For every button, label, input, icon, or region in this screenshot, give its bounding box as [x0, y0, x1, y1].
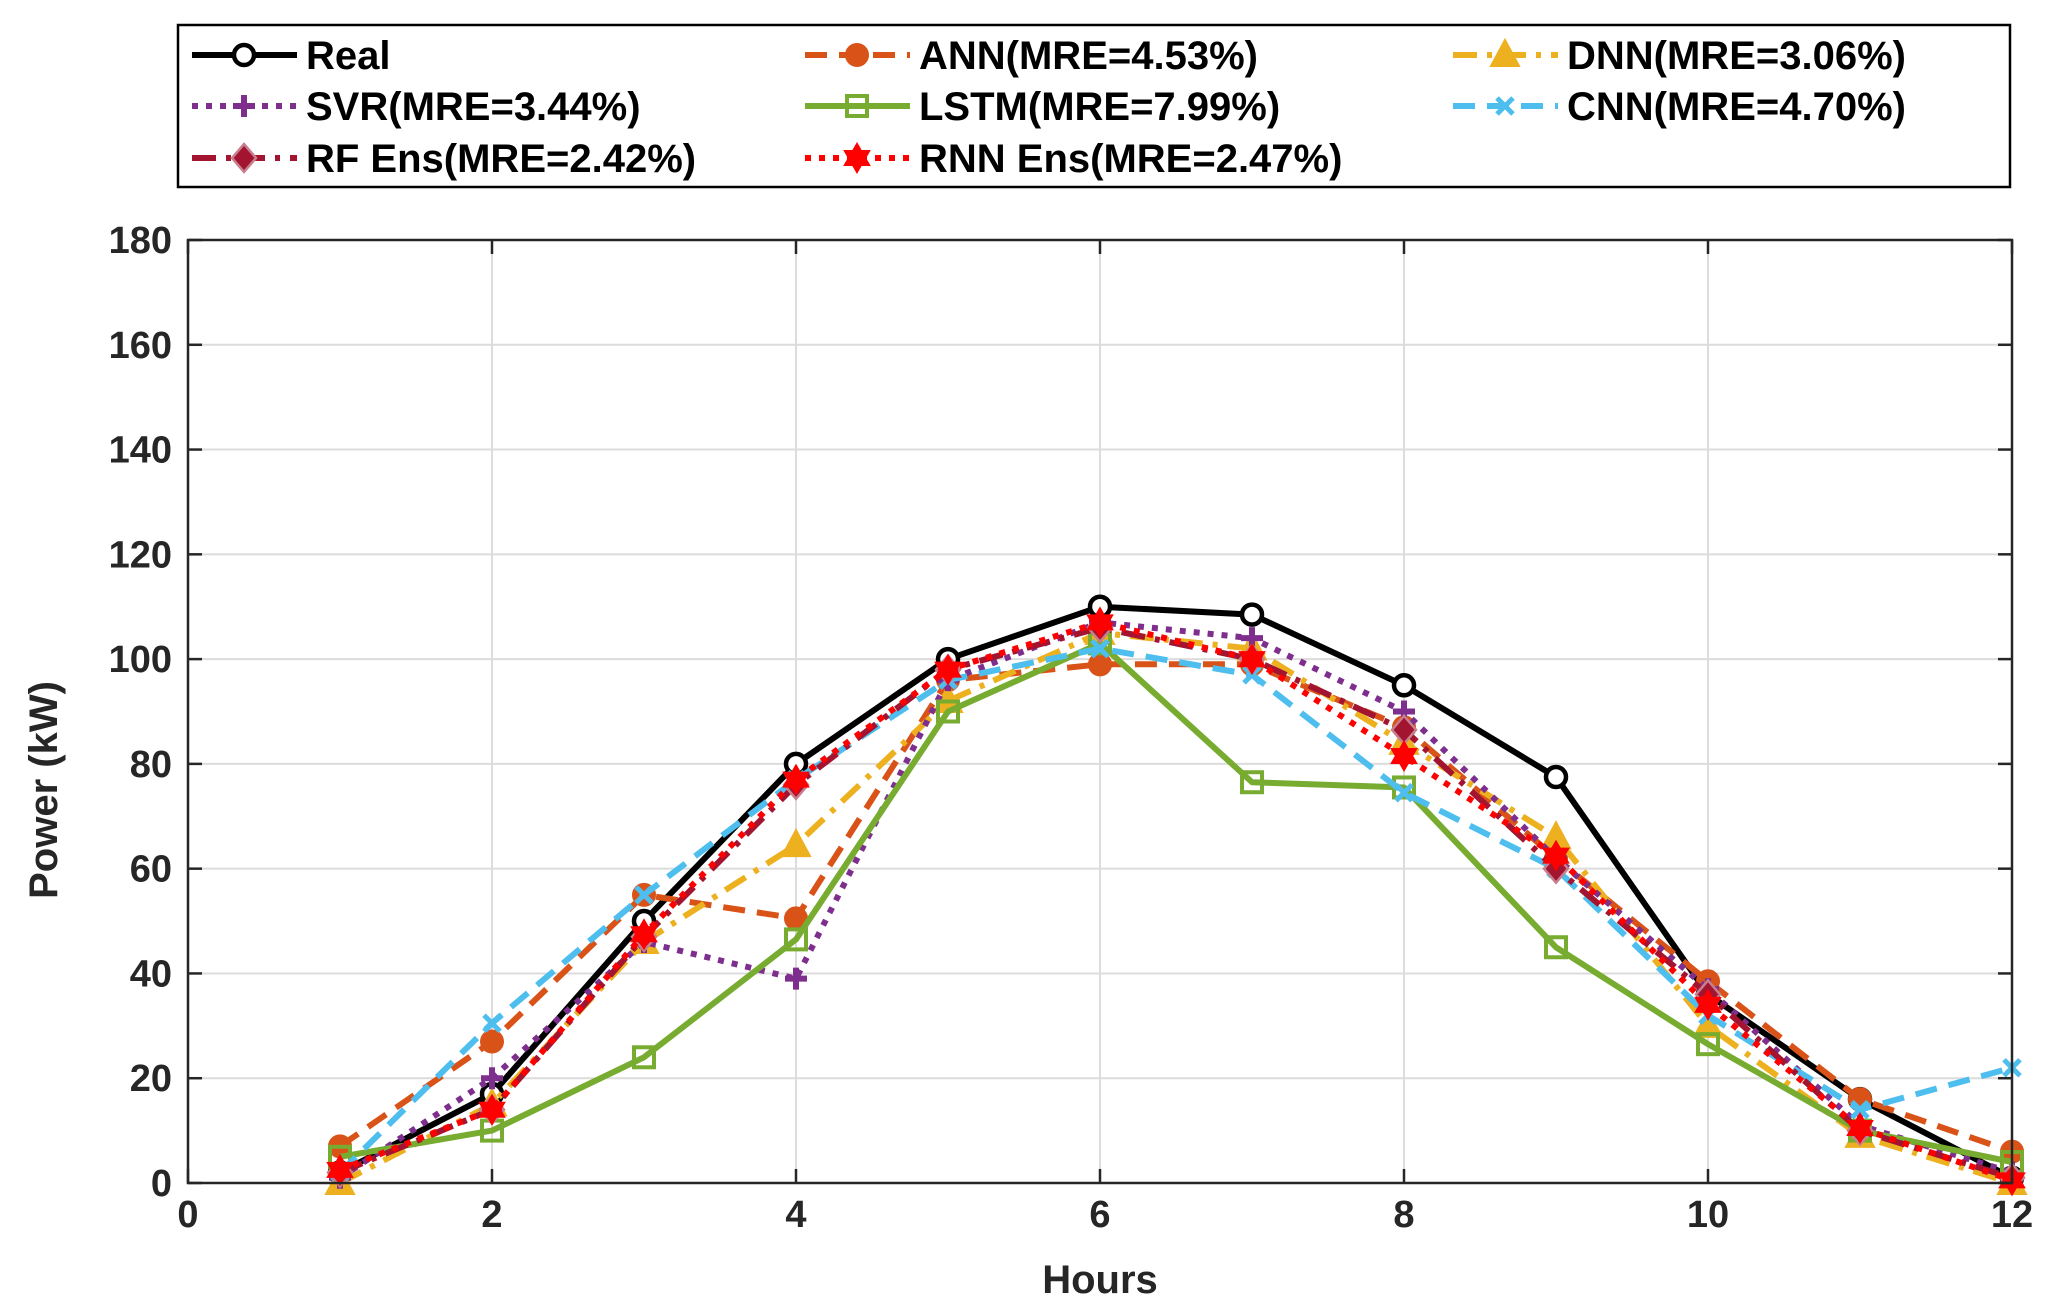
x-tick-label: 0 [177, 1194, 198, 1236]
series-6 [326, 611, 2026, 1194]
data-point [1238, 643, 1266, 676]
data-point [630, 918, 658, 951]
legend-marker [1489, 37, 1521, 67]
y-axis-label: Power (kW) [22, 681, 66, 899]
data-point [780, 827, 812, 858]
data-point [1544, 935, 1568, 960]
series-0 [327, 594, 2025, 1191]
data-point [1846, 1111, 1874, 1145]
legend-entry: RNN Ens(MRE=2.47%) [805, 137, 1342, 181]
series-line [338, 603, 2014, 1181]
y-tick-label: 160 [109, 325, 172, 367]
data-point [785, 967, 807, 990]
data-point [1090, 638, 1110, 659]
series-group [324, 594, 2028, 1197]
x-tick-label: 4 [785, 1194, 806, 1236]
y-tick-label: 0 [151, 1163, 172, 1205]
data-point [936, 699, 960, 724]
data-point [482, 1013, 502, 1033]
data-point [1390, 739, 1418, 773]
legend-label: RF Ens(MRE=2.42%) [306, 137, 696, 181]
legend-entry: RF Ens(MRE=2.42%) [192, 137, 696, 181]
y-tick-label: 20 [130, 1058, 172, 1100]
series-line [338, 619, 2013, 1181]
legend-marker [845, 94, 869, 118]
data-point [480, 1029, 504, 1054]
legend-label: ANN(MRE=4.53%) [919, 34, 1258, 78]
legend-label: LSTM(MRE=7.99%) [919, 85, 1280, 129]
series-5 [330, 638, 2022, 1183]
y-tick-label: 60 [130, 849, 172, 891]
data-point [1850, 1099, 1870, 1120]
y-tick-label: 180 [109, 220, 172, 262]
legend-marker [233, 95, 255, 117]
series-line [339, 640, 2013, 1165]
legend-marker [845, 43, 869, 67]
legend-entry: ANN(MRE=4.53%) [805, 34, 1258, 78]
legend-marker [1495, 96, 1515, 116]
legend-label: Real [306, 34, 391, 78]
series-line [337, 645, 2013, 1175]
grid [188, 240, 2012, 1183]
series-7 [326, 606, 2026, 1197]
legend-entry: CNN(MRE=4.70%) [1453, 85, 1906, 129]
x-tick-label: 10 [1687, 1194, 1729, 1236]
series-4 [328, 631, 2024, 1175]
legend-entry: SVR(MRE=3.44%) [192, 85, 641, 129]
data-point [1086, 606, 1114, 639]
data-point [1696, 1032, 1720, 1057]
legend-marker [843, 141, 871, 175]
data-point [1394, 782, 1414, 803]
data-point [632, 1045, 656, 1070]
series-2 [324, 615, 2028, 1195]
legend-marker [231, 42, 257, 68]
data-point [634, 885, 654, 905]
x-tick-label: 6 [1089, 1194, 1110, 1236]
legend-box [176, 23, 2012, 189]
data-point [784, 927, 808, 952]
legend-label: CNN(MRE=4.70%) [1567, 85, 1906, 129]
data-point [934, 653, 962, 686]
y-tick-label: 140 [109, 430, 172, 472]
data-point [1239, 602, 1265, 627]
axes [186, 238, 2014, 1185]
legend-label: DNN(MRE=3.06%) [1567, 34, 1906, 78]
data-point [1543, 764, 1569, 790]
x-tick-label: 8 [1393, 1194, 1414, 1236]
x-tick-label: 2 [481, 1194, 502, 1236]
data-point [1391, 673, 1417, 698]
data-point [1694, 988, 1722, 1021]
legend-entry: Real [192, 34, 391, 78]
x-axis-label: Hours [1042, 1258, 1158, 1302]
y-tick-label: 100 [109, 639, 172, 681]
data-point [326, 1153, 354, 1186]
y-tick-label: 120 [109, 534, 172, 576]
data-point [481, 1067, 503, 1090]
legend-label: SVR(MRE=3.44%) [306, 85, 641, 129]
data-point [1542, 839, 1570, 872]
legend-label: RNN Ens(MRE=2.47%) [919, 137, 1342, 181]
legend: Real ANN(MRE=4.53%) DNN(MRE=3.06%) SVR(MRE=… [176, 23, 2012, 189]
legend-marker [230, 142, 258, 174]
legend-entry: DNN(MRE=3.06%) [1453, 34, 1906, 78]
legend-entry: LSTM(MRE=7.99%) [805, 85, 1280, 129]
series-line [338, 619, 2013, 1184]
data-point [478, 1093, 506, 1126]
data-point [1240, 770, 1264, 795]
data-point [782, 763, 810, 796]
series-3 [329, 611, 2023, 1189]
y-tick-label: 80 [130, 744, 172, 786]
y-tick-label: 40 [130, 953, 172, 995]
x-tick-label: 12 [1991, 1194, 2033, 1236]
